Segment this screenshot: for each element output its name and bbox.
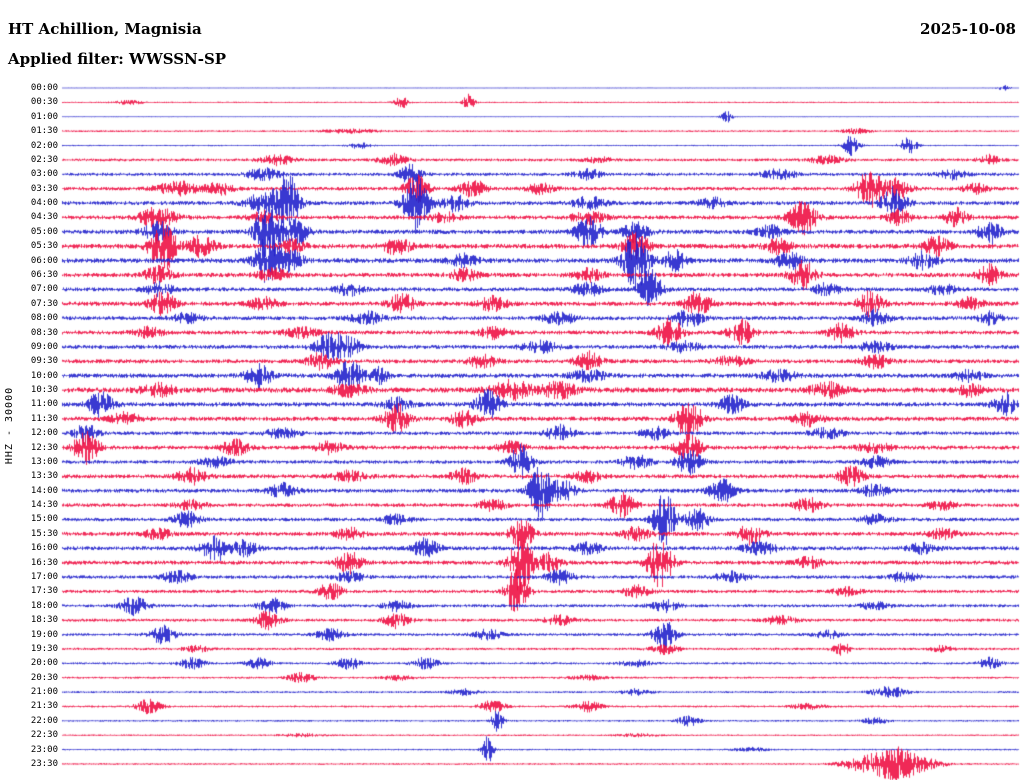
seismogram-canvas — [0, 0, 1024, 780]
